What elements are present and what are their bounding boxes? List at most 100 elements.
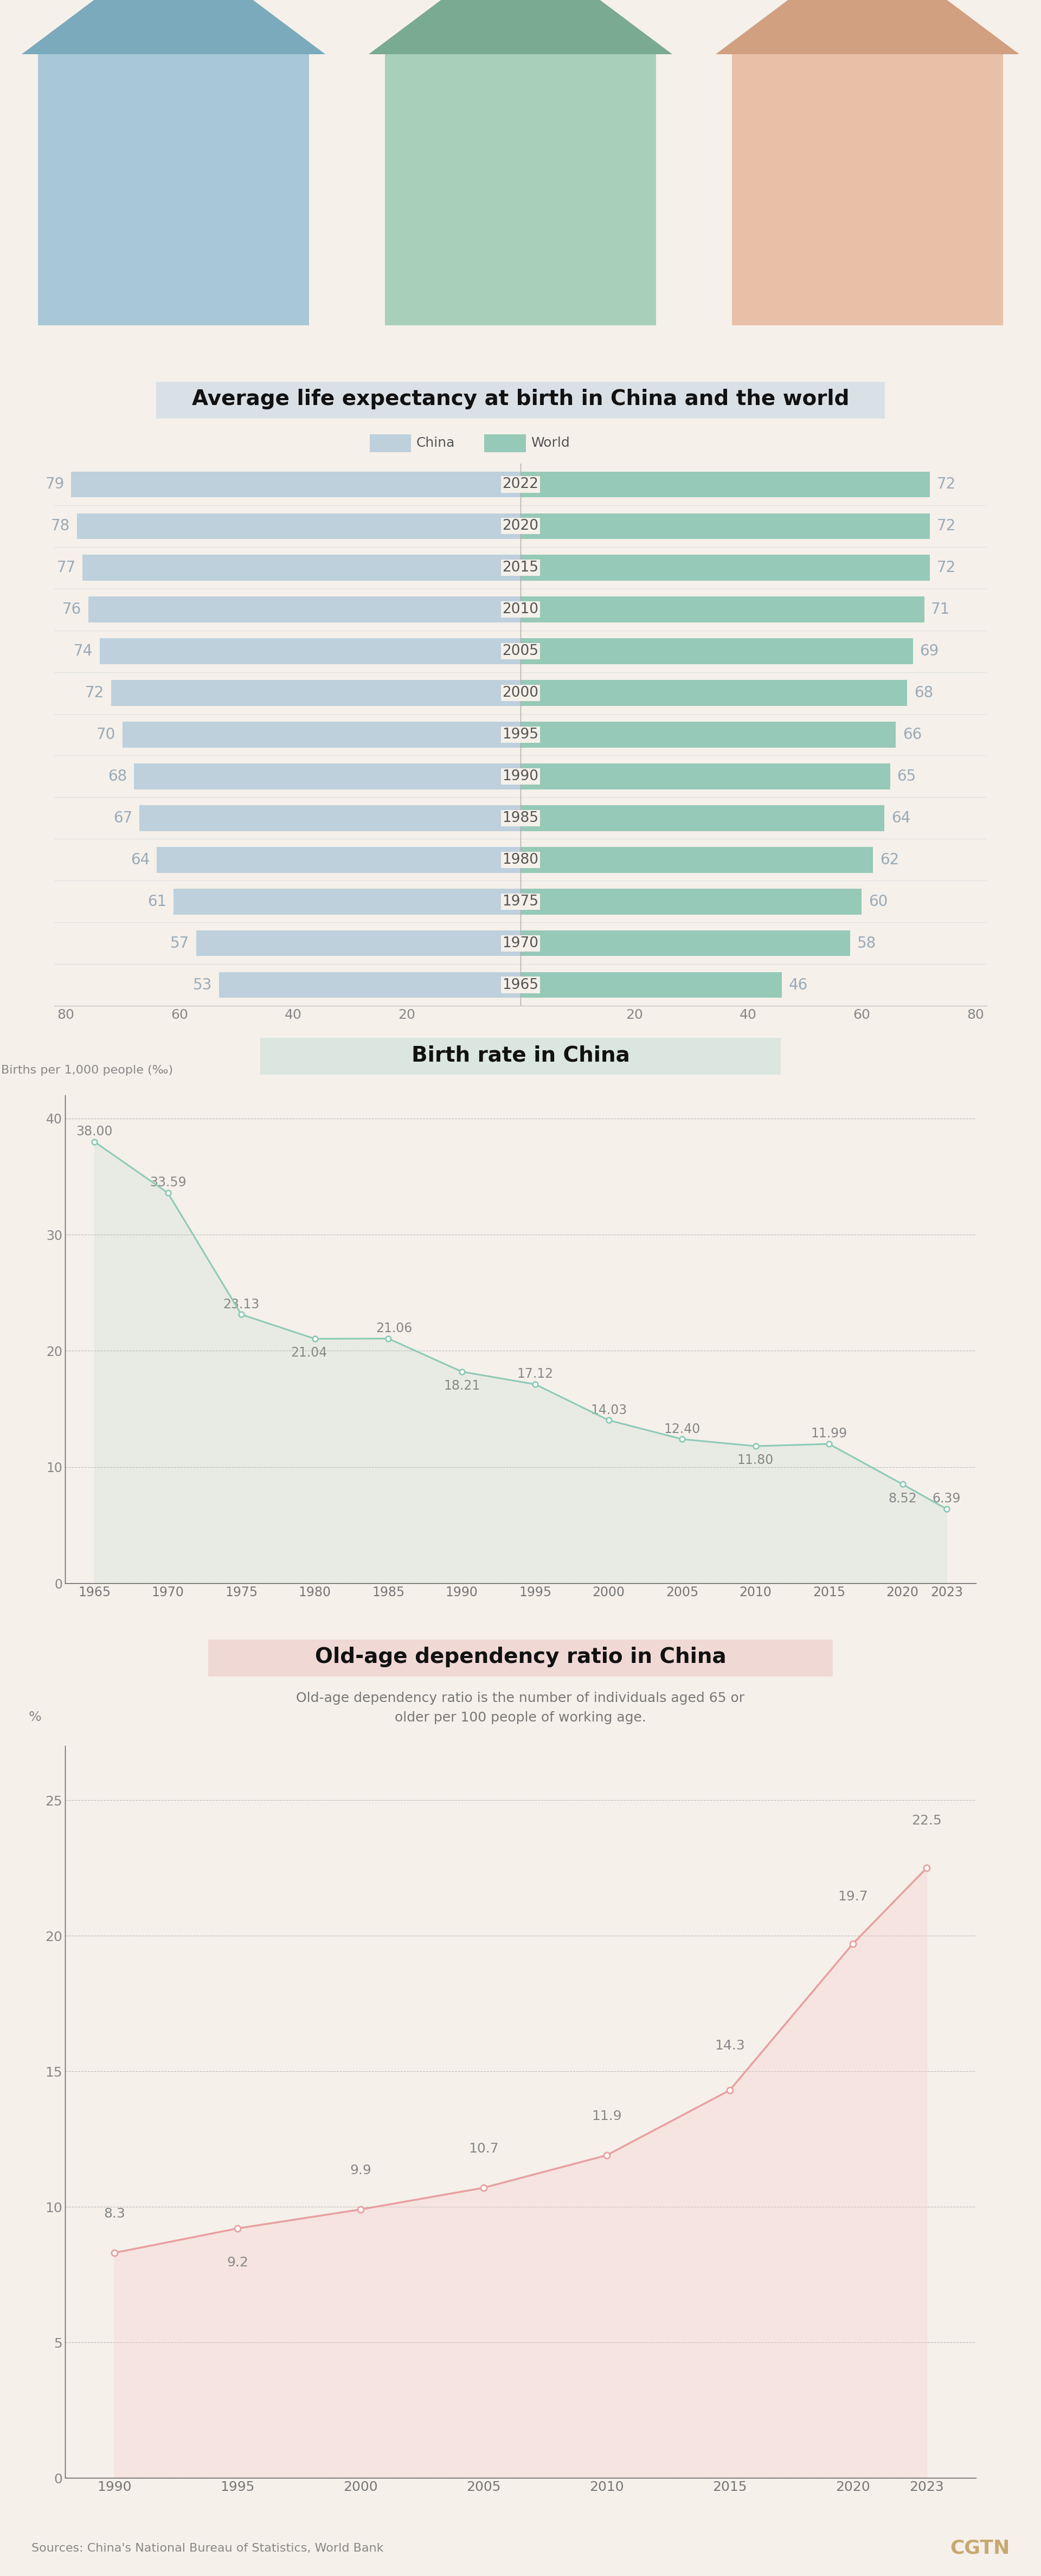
Text: 74: 74 — [74, 644, 93, 659]
Text: 2022: 2022 — [503, 477, 538, 492]
Bar — [174, 889, 520, 914]
FancyBboxPatch shape — [156, 381, 885, 417]
Text: 1980: 1980 — [503, 853, 538, 868]
Text: 64: 64 — [130, 853, 150, 868]
Text: 79: 79 — [45, 477, 65, 492]
Text: China: China — [416, 438, 455, 451]
Text: 1965: 1965 — [503, 979, 538, 992]
Text: Average life expectancy at birth in China and the world: Average life expectancy at birth in Chin… — [192, 389, 849, 410]
Bar — [520, 639, 913, 665]
Text: 57: 57 — [171, 935, 189, 951]
Text: 76: 76 — [62, 603, 81, 618]
Text: %: % — [28, 1710, 42, 1723]
Text: 1985: 1985 — [503, 811, 538, 824]
FancyBboxPatch shape — [208, 1638, 833, 1677]
Text: 62: 62 — [880, 853, 899, 868]
Text: 72: 72 — [937, 518, 956, 533]
Text: 33.59: 33.59 — [150, 1177, 186, 1190]
Text: 14.03: 14.03 — [590, 1404, 627, 1417]
Text: 14.3: 14.3 — [714, 2040, 745, 2053]
Text: 64: 64 — [891, 811, 911, 827]
Bar — [156, 848, 520, 873]
Text: 2000: 2000 — [503, 685, 538, 701]
Text: 68: 68 — [914, 685, 933, 701]
Bar — [520, 721, 896, 747]
Bar — [520, 554, 930, 580]
Text: 9.2: 9.2 — [227, 2257, 248, 2269]
Text: 46: 46 — [789, 976, 808, 992]
Text: 21.04: 21.04 — [290, 1347, 327, 1360]
Text: 12.40: 12.40 — [664, 1422, 701, 1435]
Text: 9.9: 9.9 — [350, 2164, 372, 2177]
Text: CGTN: CGTN — [950, 2540, 1010, 2558]
Text: Sources: China's National Bureau of Statistics, World Bank: Sources: China's National Bureau of Stat… — [31, 2543, 383, 2553]
Bar — [88, 598, 520, 623]
Text: 69: 69 — [919, 644, 939, 659]
Bar — [520, 971, 782, 997]
Text: 11.80: 11.80 — [737, 1453, 773, 1466]
Polygon shape — [22, 0, 325, 54]
Text: 1995: 1995 — [503, 726, 538, 742]
Text: 1990: 1990 — [503, 770, 538, 783]
FancyBboxPatch shape — [484, 435, 526, 453]
Text: Births per 1,000 people (‰): Births per 1,000 people (‰) — [1, 1064, 173, 1077]
Bar — [71, 471, 520, 497]
Text: 1970: 1970 — [503, 935, 538, 951]
Text: 2020: 2020 — [503, 520, 538, 533]
FancyBboxPatch shape — [260, 1038, 781, 1074]
Text: 58: 58 — [857, 935, 877, 951]
Text: 8.3: 8.3 — [103, 2208, 125, 2221]
Text: 2015: 2015 — [503, 562, 538, 574]
Text: 21.06: 21.06 — [376, 1321, 412, 1334]
Bar — [123, 721, 520, 747]
Bar — [219, 971, 520, 997]
Text: 66: 66 — [903, 726, 921, 742]
Text: Birth rate in China: Birth rate in China — [411, 1046, 630, 1066]
FancyBboxPatch shape — [37, 54, 309, 325]
Bar — [520, 889, 862, 914]
Text: 61: 61 — [148, 894, 167, 909]
Text: 2010: 2010 — [503, 603, 538, 616]
Text: 22.5: 22.5 — [912, 1814, 942, 1826]
Bar — [100, 639, 520, 665]
Text: 72: 72 — [85, 685, 104, 701]
Text: 2005: 2005 — [503, 644, 538, 659]
Bar — [111, 680, 520, 706]
Text: 65: 65 — [897, 768, 916, 783]
Text: 60: 60 — [868, 894, 888, 909]
Text: 11.99: 11.99 — [811, 1427, 847, 1440]
Bar — [520, 513, 930, 538]
Text: 11.9: 11.9 — [591, 2110, 621, 2123]
Bar — [520, 680, 907, 706]
Bar — [139, 806, 520, 832]
Text: 71: 71 — [931, 603, 950, 618]
Text: 78: 78 — [51, 518, 70, 533]
Text: 72: 72 — [937, 477, 956, 492]
Text: Old-age dependency ratio in China: Old-age dependency ratio in China — [314, 1646, 727, 1667]
Text: 10.7: 10.7 — [468, 2143, 499, 2156]
Bar — [520, 930, 850, 956]
FancyBboxPatch shape — [370, 435, 411, 453]
Text: 68: 68 — [108, 768, 127, 783]
Bar — [520, 762, 890, 788]
Text: 17.12: 17.12 — [517, 1368, 554, 1381]
FancyBboxPatch shape — [385, 54, 656, 325]
Text: 72: 72 — [937, 559, 956, 574]
Polygon shape — [369, 0, 672, 54]
Text: World: World — [531, 438, 569, 451]
Bar — [134, 762, 520, 788]
Bar — [520, 848, 873, 873]
Text: 1975: 1975 — [503, 894, 538, 909]
Text: 8.52: 8.52 — [888, 1492, 917, 1504]
Text: 23.13: 23.13 — [223, 1298, 259, 1311]
Text: 70: 70 — [97, 726, 116, 742]
Bar — [520, 806, 885, 832]
Text: 77: 77 — [56, 559, 76, 574]
FancyBboxPatch shape — [732, 54, 1004, 325]
Text: 19.7: 19.7 — [838, 1891, 868, 1904]
Text: 53: 53 — [194, 976, 212, 992]
Bar — [77, 513, 520, 538]
Text: 6.39: 6.39 — [933, 1492, 961, 1504]
Text: 38.00: 38.00 — [76, 1126, 112, 1139]
Bar — [520, 598, 924, 623]
